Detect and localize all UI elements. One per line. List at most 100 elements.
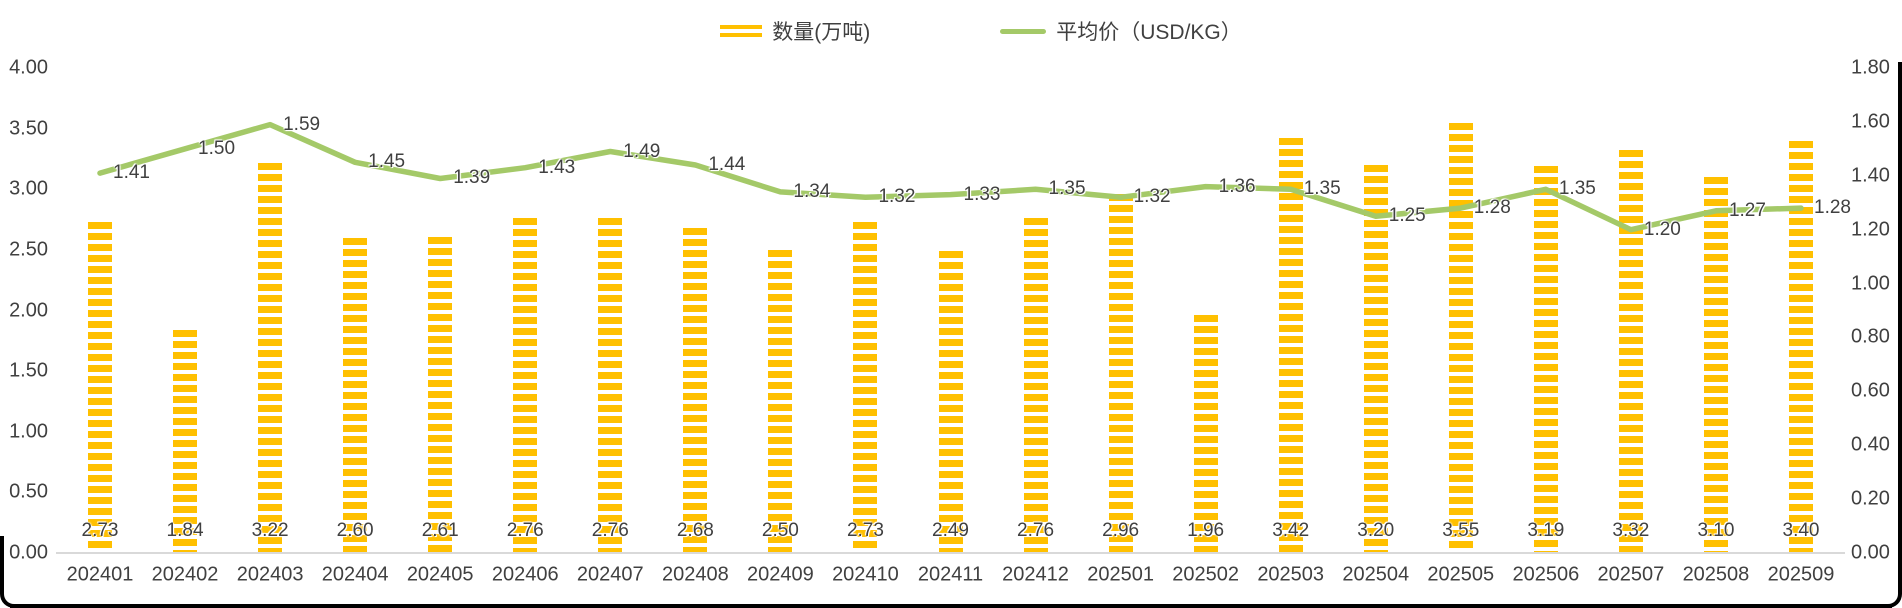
line-value-label: 1.20 — [1643, 218, 1681, 240]
bar-value-label: 2.50 — [761, 520, 799, 541]
bar-202412[interactable] — [1023, 218, 1048, 553]
line-value-label: 1.36 — [1218, 175, 1256, 197]
category-label: 202408 — [661, 563, 729, 586]
right-axis-tick: 0.40 — [1851, 433, 1890, 456]
bar-202509[interactable] — [1789, 140, 1813, 553]
legend-item-avg-price[interactable]: 平均价（USD/KG） — [1000, 16, 1242, 46]
bar-202406[interactable] — [513, 218, 538, 553]
left-axis-tick: 3.00 — [9, 177, 48, 200]
bar-value-label: 2.60 — [336, 520, 374, 541]
right-axis-tick: 0.60 — [1851, 379, 1890, 402]
bar-value-label: 1.96 — [1187, 520, 1225, 541]
bar-202408[interactable] — [683, 228, 708, 553]
bar-series-swatch-icon — [720, 25, 763, 37]
line-value-label: 1.43 — [538, 156, 576, 178]
category-label: 202406 — [491, 563, 559, 586]
bar-202508[interactable] — [1703, 177, 1728, 553]
category-label: 202506 — [1512, 563, 1580, 586]
bar-value-label: 2.68 — [676, 520, 714, 541]
category-label: 202401 — [66, 563, 134, 586]
line-value-label: 1.49 — [623, 140, 661, 162]
right-axis-tick: 1.40 — [1851, 164, 1890, 187]
bar-value-label: 2.61 — [421, 520, 459, 541]
right-axis-tick: 1.60 — [1851, 110, 1890, 133]
bar-202411[interactable] — [938, 251, 963, 553]
left-axis-tick: 2.00 — [9, 299, 48, 321]
line-value-label: 1.27 — [1728, 199, 1766, 221]
right-axis-tick: 0.00 — [1851, 541, 1890, 564]
category-label: 202404 — [321, 563, 389, 586]
bar-202405[interactable] — [428, 236, 453, 553]
left-axis-tick: 1.50 — [9, 359, 48, 382]
x-axis-line — [56, 552, 1845, 554]
category-label: 202405 — [406, 563, 474, 586]
window-border-right — [1876, 62, 1902, 608]
legend-item-quantity[interactable]: 数量(万吨) — [720, 16, 870, 46]
bar-value-label: 3.10 — [1697, 520, 1735, 541]
bar-value-label: 2.73 — [846, 520, 884, 541]
category-label: 202507 — [1597, 563, 1665, 586]
bar-value-label: 3.20 — [1357, 520, 1395, 541]
line-value-label: 1.50 — [198, 137, 236, 159]
line-value-label: 1.35 — [1303, 178, 1341, 200]
bar-202507[interactable] — [1618, 150, 1643, 553]
line-value-label: 1.32 — [878, 186, 916, 208]
right-axis-tick: 1.00 — [1851, 272, 1890, 295]
bar-value-label: 2.76 — [1017, 520, 1055, 541]
category-label: 202502 — [1172, 563, 1240, 586]
category-label: 202412 — [1002, 563, 1069, 586]
left-axis-tick: 3.50 — [9, 117, 48, 140]
bar-202401[interactable] — [88, 221, 112, 553]
line-value-label: 1.35 — [1558, 178, 1596, 200]
category-label: 202505 — [1427, 563, 1495, 586]
bar-202404[interactable] — [343, 237, 368, 553]
line-value-label: 1.39 — [453, 167, 491, 189]
bar-value-label: 3.19 — [1527, 520, 1565, 541]
line-value-label: 1.32 — [1133, 186, 1171, 208]
line-value-label: 1.35 — [1048, 178, 1086, 200]
line-value-label: 1.59 — [283, 113, 321, 135]
line-value-label: 1.34 — [793, 180, 831, 202]
bar-value-label: 2.76 — [506, 520, 544, 541]
legend-label-quantity: 数量(万吨) — [772, 21, 871, 44]
bar-202409[interactable] — [768, 249, 793, 553]
bar-202505[interactable] — [1448, 122, 1473, 553]
category-label: 202504 — [1342, 563, 1410, 586]
category-label: 202503 — [1257, 563, 1325, 586]
bar-202402[interactable] — [173, 329, 198, 553]
bar-value-label: 3.42 — [1272, 520, 1310, 541]
bar-202506[interactable] — [1533, 166, 1558, 553]
category-label: 202403 — [236, 563, 304, 586]
bar-value-label: 2.49 — [932, 520, 969, 541]
category-label: 202409 — [747, 563, 814, 586]
category-label: 202402 — [151, 563, 219, 586]
bar-value-label: 2.73 — [81, 520, 119, 541]
left-axis-tick: 1.00 — [9, 420, 48, 443]
right-axis-tick: 0.80 — [1851, 325, 1890, 348]
category-label: 202501 — [1087, 563, 1154, 586]
legend: 数量(万吨) 平均价（USD/KG） — [0, 14, 1902, 48]
line-value-label: 1.28 — [1814, 197, 1851, 219]
bar-202504[interactable] — [1363, 165, 1388, 553]
legend-label-avg-price: 平均价（USD/KG） — [1056, 21, 1242, 44]
bar-202410[interactable] — [853, 221, 878, 553]
window-border-left — [0, 536, 26, 608]
avg-price-line[interactable] — [97, 121, 1804, 233]
line-value-label: 1.41 — [113, 162, 150, 184]
bar-202502[interactable] — [1193, 315, 1218, 553]
category-label: 202411 — [917, 563, 984, 586]
category-label: 202509 — [1767, 563, 1835, 586]
bar-value-label: 1.84 — [166, 520, 204, 541]
bar-202403[interactable] — [258, 162, 283, 553]
bar-202407[interactable] — [598, 218, 623, 553]
right-axis-tick: 1.20 — [1851, 218, 1890, 241]
bar-202501[interactable] — [1108, 194, 1133, 553]
bar-202503[interactable] — [1278, 138, 1303, 553]
line-value-label: 1.25 — [1388, 205, 1426, 227]
bar-value-label: 3.22 — [251, 520, 289, 541]
window-border-bottom — [10, 604, 1892, 608]
left-axis-tick: 2.50 — [9, 238, 48, 261]
line-value-label: 1.28 — [1473, 197, 1511, 219]
